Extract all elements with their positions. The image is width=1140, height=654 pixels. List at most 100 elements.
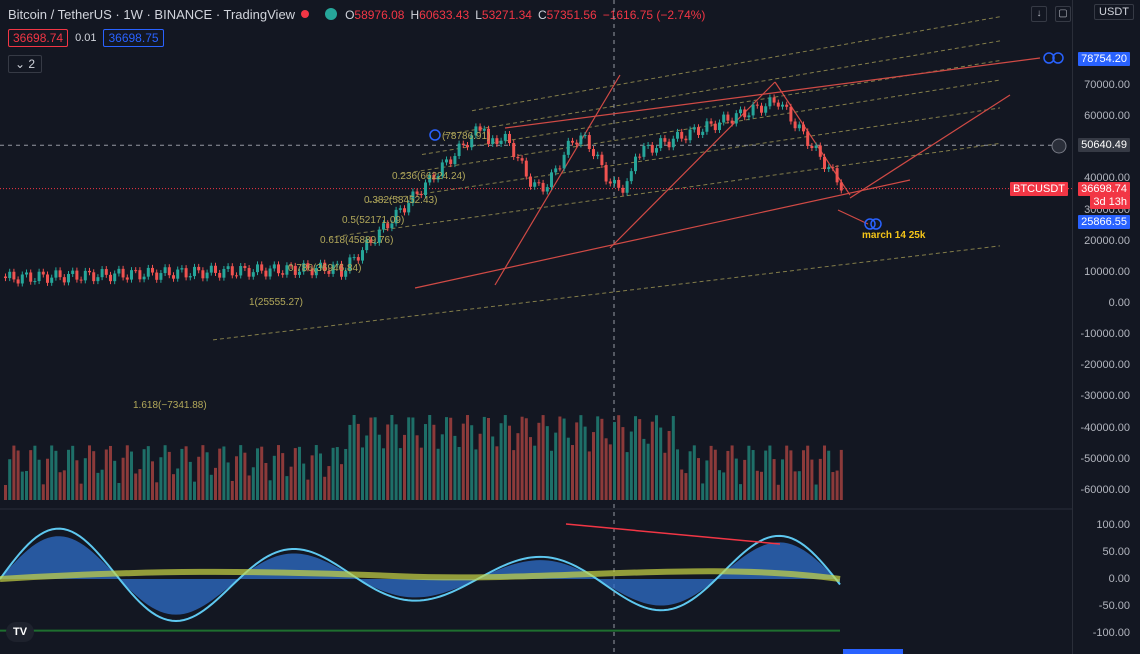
candle xyxy=(394,209,398,224)
volume-bar xyxy=(537,422,541,500)
candle xyxy=(701,131,705,135)
market-status-dot xyxy=(301,10,310,18)
candle xyxy=(428,174,432,183)
volume-bar xyxy=(340,464,343,500)
candle xyxy=(398,208,402,210)
candle xyxy=(579,135,583,145)
trend-line xyxy=(837,209,869,225)
ohlc-value: C57351.56 xyxy=(537,7,597,22)
fib-level-label: (78786.91) xyxy=(442,131,490,142)
candle xyxy=(67,273,70,283)
volume-bar xyxy=(575,422,579,500)
spread-value: 0.01 xyxy=(75,32,97,44)
oscillator-tick-label: 100.00 xyxy=(1096,518,1130,531)
candle xyxy=(781,104,784,107)
volume-bar xyxy=(827,450,831,500)
candle xyxy=(478,126,482,131)
candle xyxy=(449,159,453,165)
fib-level-label: 1.618(−7341.88) xyxy=(133,400,207,411)
volume-bar xyxy=(67,449,70,500)
volume-bar xyxy=(499,423,503,500)
symbol-title[interactable]: Bitcoin / TetherUS · 1W · BINANCE · Trad… xyxy=(8,6,296,22)
currency-label[interactable]: USDT xyxy=(1094,4,1134,20)
volume-bar xyxy=(806,445,810,500)
price-tick-label: 20000.00 xyxy=(1084,234,1130,247)
fullscreen-icon[interactable]: ▢ xyxy=(1055,6,1071,22)
candle xyxy=(453,156,457,165)
volume-bar xyxy=(692,445,696,500)
price-chart[interactable]: (78786.91) 0.236(66224.24) 0.382(58452.43)… xyxy=(0,0,1072,654)
candle xyxy=(533,182,537,187)
add-alert-icon xyxy=(1051,138,1067,154)
price-tick-label: -40000.00 xyxy=(1080,421,1130,434)
candle xyxy=(289,265,293,267)
candle xyxy=(247,268,251,277)
ohlc-readout: O58976.08 H60633.43 L53271.34 C57351.56 −161… xyxy=(345,7,711,22)
volume-bar xyxy=(306,479,310,500)
volume-bar xyxy=(323,476,327,500)
volume-bar xyxy=(41,484,45,500)
volume-bar xyxy=(214,467,217,500)
candle xyxy=(167,267,171,276)
candle xyxy=(697,127,700,135)
candle xyxy=(571,140,574,143)
candle xyxy=(587,135,591,150)
candle xyxy=(335,263,339,265)
volume-bar xyxy=(8,459,12,500)
candle xyxy=(243,266,247,269)
candle xyxy=(793,121,797,129)
candle xyxy=(835,168,839,183)
volume-bar xyxy=(361,447,364,500)
candle xyxy=(676,131,679,139)
tradingview-logo: TV xyxy=(6,622,34,642)
volume-bar xyxy=(75,460,79,500)
data-status-icon[interactable] xyxy=(325,8,338,20)
volume-bar xyxy=(180,448,184,500)
candle xyxy=(487,128,490,144)
candle xyxy=(88,270,91,273)
price-tick-label: -30000.00 xyxy=(1080,390,1130,403)
candle xyxy=(411,191,415,204)
volume-bar xyxy=(642,438,646,500)
volume-bar xyxy=(701,483,705,500)
fib-channel-line xyxy=(328,142,1001,238)
candle xyxy=(419,193,423,196)
price-tick-label: -60000.00 xyxy=(1080,483,1130,496)
candle xyxy=(344,270,348,277)
volume-bar xyxy=(659,427,663,500)
candle xyxy=(205,272,209,279)
volume-bar xyxy=(71,445,75,500)
volume-bar xyxy=(222,446,226,500)
candle xyxy=(680,131,684,139)
candle xyxy=(176,269,180,279)
candle xyxy=(436,176,440,180)
arrow-down-icon[interactable]: ↓ xyxy=(1031,6,1047,22)
candle xyxy=(516,156,520,159)
volume-bar xyxy=(667,430,671,500)
candle xyxy=(554,168,558,173)
volume-bar xyxy=(810,459,814,500)
candle xyxy=(537,182,541,184)
candle xyxy=(810,145,814,148)
volume-bar xyxy=(466,415,469,500)
volume-bar xyxy=(46,458,49,500)
buy-price-button[interactable]: 36698.75 xyxy=(103,29,164,47)
volume-bar xyxy=(680,469,684,500)
volume-bar xyxy=(814,484,818,500)
candle xyxy=(499,140,503,144)
anchor-point xyxy=(864,218,876,230)
volume-bar xyxy=(688,451,692,500)
candle xyxy=(193,266,196,277)
candle xyxy=(71,270,75,274)
candle xyxy=(75,270,79,280)
sell-price-button[interactable]: 36698.74 xyxy=(8,29,69,47)
indicators-toggle[interactable]: ⌄ 2 xyxy=(8,55,43,73)
candle xyxy=(722,114,726,123)
volume-bar xyxy=(495,446,499,500)
volume-bar xyxy=(583,426,587,500)
candle xyxy=(663,138,667,142)
price-axis[interactable]: ↓ ▢ USDT 70000.0060000.0050000.0040000.0… xyxy=(1010,0,1140,654)
volume-bar xyxy=(461,423,465,500)
anchor-point xyxy=(1052,52,1064,64)
candle xyxy=(839,182,843,191)
